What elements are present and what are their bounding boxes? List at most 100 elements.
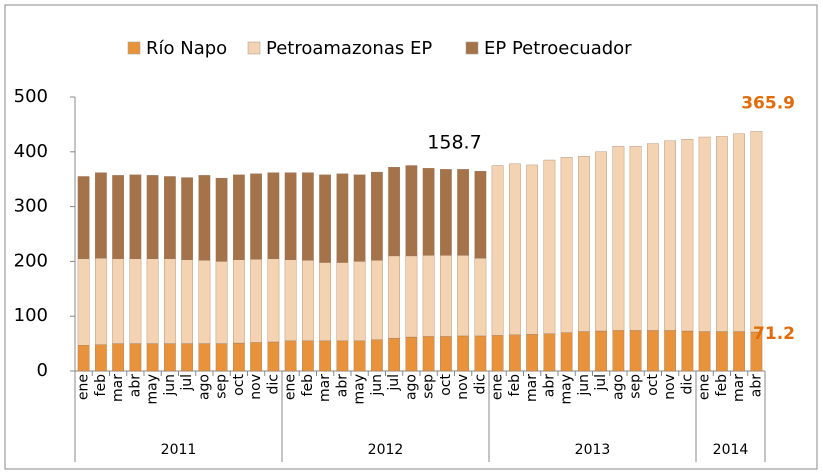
bar-segment bbox=[95, 345, 106, 371]
x-tick-label: feb bbox=[714, 374, 730, 397]
x-tick-label: jun bbox=[369, 374, 385, 397]
bar-segment bbox=[371, 260, 382, 339]
bar-segment bbox=[440, 255, 451, 336]
bar-segment bbox=[699, 332, 710, 371]
bar-segment bbox=[216, 344, 227, 371]
y-tick-label: 0 bbox=[37, 360, 48, 381]
x-tick-label: abr bbox=[127, 374, 143, 397]
bar-segment bbox=[457, 169, 468, 255]
bar-segment bbox=[319, 175, 330, 263]
bar-segment bbox=[544, 334, 555, 371]
bar-segment bbox=[164, 259, 175, 344]
bar-segment bbox=[613, 146, 624, 330]
bar-segment bbox=[388, 338, 399, 371]
bar-segment bbox=[164, 176, 175, 258]
x-tick-label: ene bbox=[697, 374, 713, 400]
chart: Río NapoPetroamazonas EPEP Petroecuador0… bbox=[0, 0, 823, 475]
x-tick-label: sep bbox=[421, 374, 437, 399]
bar-segment bbox=[578, 332, 589, 371]
x-tick-label: abr bbox=[541, 374, 557, 397]
bar-segment bbox=[216, 178, 227, 261]
data-label: 158.7 bbox=[427, 132, 481, 154]
bar-segment bbox=[354, 341, 365, 371]
x-tick-label: nov bbox=[248, 374, 264, 400]
bar-segment bbox=[78, 259, 89, 346]
bar-segment bbox=[181, 178, 192, 260]
bar-segment bbox=[578, 156, 589, 331]
x-tick-label: dic bbox=[265, 374, 281, 394]
bar-segment bbox=[457, 255, 468, 336]
bar-segment bbox=[475, 336, 486, 371]
bar-segment bbox=[595, 331, 606, 371]
x-tick-label: dic bbox=[679, 374, 695, 394]
x-tick-label: mar bbox=[524, 374, 540, 402]
y-tick-label: 100 bbox=[14, 305, 48, 326]
x-tick-label: jul bbox=[593, 374, 609, 392]
bar-segment bbox=[130, 175, 141, 259]
bar-segment bbox=[130, 344, 141, 371]
bar-segment bbox=[268, 259, 279, 342]
x-tick-label: may bbox=[145, 374, 161, 405]
bar-segment bbox=[492, 166, 503, 336]
bar-segment bbox=[371, 172, 382, 260]
legend-label: Río Napo bbox=[146, 38, 227, 59]
x-tick-label: oct bbox=[438, 374, 454, 396]
bar-segment bbox=[630, 146, 641, 330]
x-tick-label: mar bbox=[110, 374, 126, 402]
x-tick-label: sep bbox=[628, 374, 644, 399]
group-label: 2013 bbox=[575, 442, 611, 458]
bar-segment bbox=[475, 171, 486, 258]
bar-segment bbox=[699, 137, 710, 332]
bar-segment bbox=[526, 165, 537, 334]
bar-segment bbox=[492, 335, 503, 371]
bar-segment bbox=[664, 330, 675, 371]
x-tick-label: ago bbox=[610, 374, 626, 400]
legend-swatch bbox=[248, 42, 260, 54]
bar-segment bbox=[733, 134, 744, 332]
bar-segment bbox=[509, 335, 520, 371]
bar-segment bbox=[112, 175, 123, 258]
group-label: 2014 bbox=[713, 442, 749, 458]
bar-segment bbox=[112, 344, 123, 371]
bar-segment bbox=[130, 259, 141, 344]
x-tick-label: ago bbox=[403, 374, 419, 400]
bar-segment bbox=[250, 174, 261, 259]
y-tick-label: 400 bbox=[14, 141, 48, 162]
bar-segment bbox=[595, 152, 606, 331]
bar-segment bbox=[475, 258, 486, 336]
bar-segment bbox=[613, 330, 624, 371]
bar-segment bbox=[544, 160, 555, 334]
x-tick-label: oct bbox=[231, 374, 247, 396]
x-tick-label: nov bbox=[455, 374, 471, 400]
x-tick-label: ago bbox=[196, 374, 212, 400]
bar-segment bbox=[647, 144, 658, 331]
bar-segment bbox=[302, 173, 313, 261]
bar-segment bbox=[457, 336, 468, 371]
x-tick-label: sep bbox=[214, 374, 230, 399]
x-tick-label: ene bbox=[76, 374, 92, 400]
x-tick-label: jul bbox=[386, 374, 402, 392]
bar-segment bbox=[319, 262, 330, 340]
bar-segment bbox=[371, 340, 382, 371]
x-tick-label: ene bbox=[490, 374, 506, 400]
bar-segment bbox=[164, 344, 175, 371]
group-label: 2011 bbox=[161, 442, 197, 458]
bar-segment bbox=[268, 173, 279, 259]
legend-swatch bbox=[466, 42, 478, 54]
bar-segment bbox=[406, 337, 417, 371]
x-tick-label: feb bbox=[300, 374, 316, 397]
bar-segment bbox=[682, 331, 693, 371]
bar-segment bbox=[199, 344, 210, 371]
bar-segment bbox=[354, 261, 365, 340]
x-tick-label: feb bbox=[93, 374, 109, 397]
bar-segment bbox=[250, 259, 261, 342]
data-label: 71.2 bbox=[753, 324, 795, 344]
bar-segment bbox=[630, 330, 641, 371]
bar-segment bbox=[440, 169, 451, 255]
bar-segment bbox=[561, 333, 572, 371]
bar-segment bbox=[233, 260, 244, 343]
bar-segment bbox=[664, 141, 675, 331]
bar-segment bbox=[337, 262, 348, 340]
legend-label: Petroamazonas EP bbox=[266, 38, 432, 59]
bar-segment bbox=[181, 344, 192, 371]
